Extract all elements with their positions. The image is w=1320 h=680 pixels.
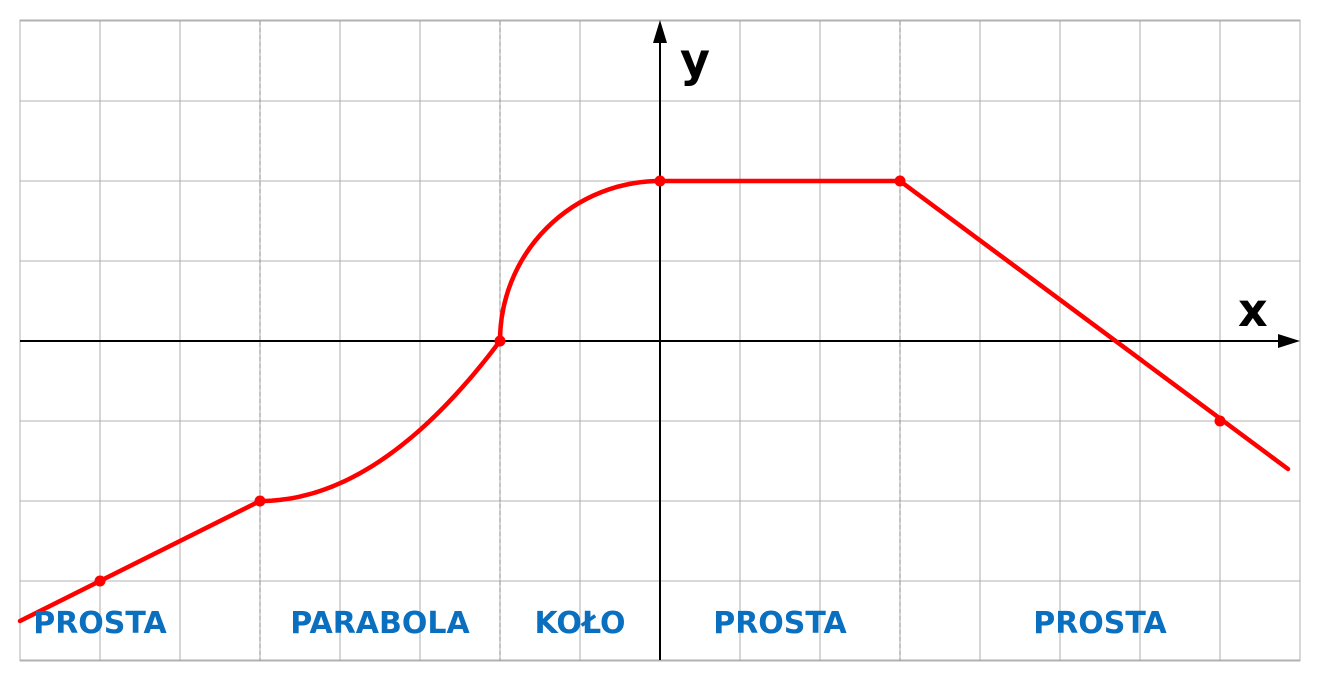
curve-point bbox=[894, 175, 906, 187]
x-axis-arrow bbox=[1278, 334, 1300, 348]
curve-point bbox=[94, 575, 106, 587]
region-label: PROSTA bbox=[713, 606, 847, 641]
region-label: PROSTA bbox=[33, 606, 167, 641]
function-curve bbox=[17, 178, 1291, 624]
region-label: PROSTA bbox=[1033, 606, 1167, 641]
region-label: KOŁO bbox=[534, 606, 625, 641]
y-axis-label: y bbox=[680, 33, 710, 87]
x-axis-label: x bbox=[1238, 283, 1268, 337]
curve-point bbox=[654, 175, 666, 187]
curve-point bbox=[494, 335, 506, 347]
region-label: PARABOLA bbox=[290, 606, 470, 641]
region-labels: PROSTA PARABOLA KOŁO PROSTA PROSTA bbox=[33, 606, 1167, 641]
curve-point bbox=[254, 495, 266, 507]
curve-point bbox=[1214, 415, 1226, 427]
curve-points bbox=[94, 175, 1226, 587]
region-boundaries bbox=[259, 21, 901, 661]
y-axis-arrow bbox=[653, 20, 667, 43]
